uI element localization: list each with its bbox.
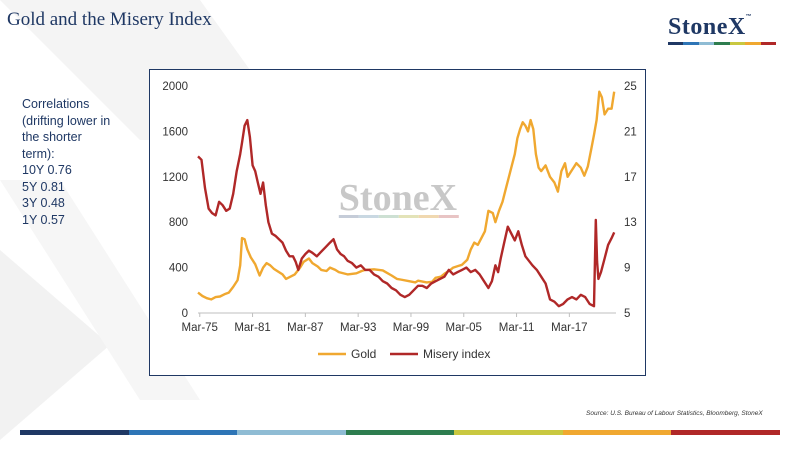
logo-bar-segment [714, 42, 730, 45]
correlation-1y: 1Y 0.57 [22, 212, 65, 227]
y-left-tick-label: 800 [169, 217, 188, 229]
correlations-line: Correlations [22, 97, 90, 111]
y-right-tick-label: 9 [624, 263, 630, 275]
source-note: Source: U.S. Bureau of Labour Statistics… [586, 410, 763, 417]
y-left-tick-label: 1200 [162, 172, 188, 184]
correlation-3y: 3Y 0.48 [22, 196, 65, 210]
chart-frame: StoneX 0 400 800 1200 1600 2000 5 9 13 17 21 25 Mar-7… [149, 69, 646, 376]
logo-bar-segment [729, 42, 746, 45]
footer-bar-segment [237, 430, 346, 435]
x-tick-label: Mar-17 [551, 322, 587, 334]
x-tick-label: Mar-05 [446, 322, 482, 334]
footer-bar-segment [20, 430, 129, 435]
y-right-tick-label: 25 [624, 81, 637, 93]
x-tick-label: Mar-81 [234, 322, 270, 334]
logo-bar-segment [683, 42, 699, 45]
misery-index-line [197, 118, 616, 308]
logo-color-bar [668, 42, 776, 45]
y-left-tick-label: 0 [182, 308, 188, 320]
x-tick-label: Mar-93 [340, 322, 376, 334]
stonex-logo: StoneX™ [668, 14, 753, 40]
gold-line [197, 90, 616, 301]
correlations-line: term): [22, 146, 55, 161]
watermark-bar-segment [358, 215, 379, 218]
correlations-line: the shorter [22, 130, 82, 144]
logo-bar-segment [760, 42, 776, 45]
footer-bar-segment [345, 430, 455, 435]
correlations-text: Correlations (drifting lower in the shor… [22, 96, 140, 228]
x-tick-label: Mar-11 [499, 322, 535, 334]
y-right-tick-label: 13 [624, 217, 637, 229]
gold-misery-chart: StoneX 0 400 800 1200 1600 2000 5 9 13 17 21 25 Mar-7… [162, 81, 637, 361]
footer-color-bar [20, 430, 781, 435]
y-right-tick-label: 21 [624, 126, 637, 138]
watermark-bar-segment [378, 215, 399, 218]
legend-label-gold: Gold [351, 347, 376, 361]
y-left-tick-label: 400 [169, 263, 188, 275]
logo-bar-segment [698, 42, 715, 45]
logo-bar-segment [668, 42, 684, 45]
watermark-bar-segment [338, 215, 359, 218]
correlation-10y: 10Y 0.76 [22, 163, 72, 177]
legend-label-misery-index: Misery index [423, 347, 490, 361]
slide-title: Gold and the Misery Index [7, 9, 212, 30]
footer-bar-segment [671, 430, 781, 435]
correlations-line: (drifting lower in [22, 113, 111, 128]
y-right-tick-label: 17 [624, 172, 637, 184]
footer-bar-segment [562, 430, 672, 435]
correlation-5y: 5Y 0.81 [22, 179, 65, 194]
x-tick-label: Mar-87 [287, 322, 323, 334]
x-tick-label: Mar-99 [393, 322, 429, 334]
y-left-tick-label: 2000 [162, 81, 188, 93]
footer-bar-segment [454, 430, 563, 435]
watermark-bar-segment [438, 215, 459, 218]
footer-bar-segment [128, 430, 238, 435]
chart-watermark: StoneX [339, 177, 457, 219]
y-right-tick-label: 5 [624, 308, 630, 320]
y-left-tick-label: 1600 [162, 126, 188, 138]
x-tick-label: Mar-75 [182, 322, 218, 334]
logo-bar-segment [745, 42, 761, 45]
watermark-bar-segment [418, 215, 439, 218]
watermark-bar-segment [398, 215, 419, 218]
